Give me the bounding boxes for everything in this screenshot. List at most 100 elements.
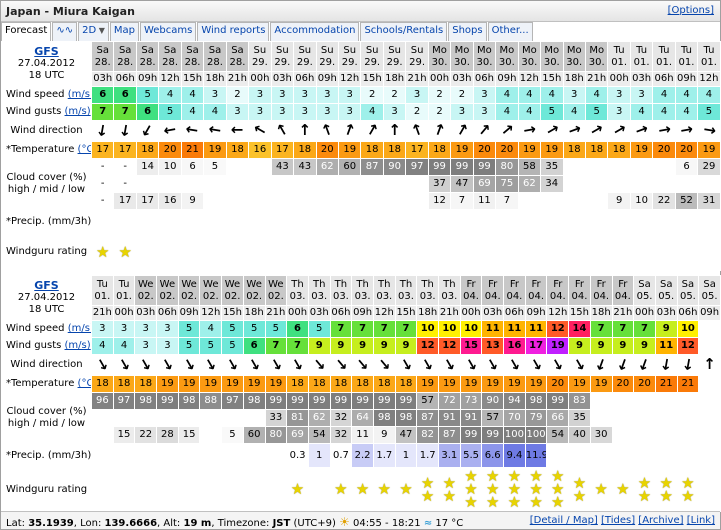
wind-arrow-icon: ↑ — [417, 354, 438, 375]
day-name: Fr — [574, 278, 585, 290]
model-link[interactable]: GFS — [34, 279, 59, 292]
wind-speed-cell: 3 — [629, 86, 654, 104]
hour-cell: 03h — [654, 305, 678, 321]
hour-cell: 12h — [697, 71, 721, 87]
tab-2[interactable]: 2D ▼ — [78, 22, 109, 41]
wind-speed-cell-value: 3 — [638, 89, 645, 100]
day-header: Su 29. — [405, 41, 429, 72]
temperature-cell: 19 — [629, 141, 654, 159]
wind-direction-cell: ↑ — [629, 120, 654, 142]
footer-link-0[interactable]: [Detail / Map] — [529, 515, 598, 526]
wind-speed-cell: 3 — [156, 320, 179, 338]
chevron-down-icon: ▼ — [96, 26, 105, 35]
day-date: 28. — [207, 56, 223, 68]
gust-unit-link[interactable]: (m/s) — [64, 340, 91, 351]
cloud-cell-value: 87 — [421, 412, 435, 423]
wind-speed-cell-value: 3 — [256, 89, 264, 100]
wind-arrow-icon: ↑ — [658, 354, 674, 374]
wind-arrow-icon: ↑ — [157, 354, 178, 375]
tab-1[interactable]: ∿∿ — [52, 22, 78, 41]
footer-link-3[interactable]: [Link] — [686, 515, 715, 526]
cloud-cell — [652, 175, 676, 193]
gust-unit-link[interactable]: (m/s) — [64, 106, 91, 117]
day-date: 04. — [506, 290, 523, 302]
day-date: 02. — [267, 290, 284, 302]
day-header: Fr 04. — [524, 275, 548, 306]
day-date: 02. — [137, 290, 154, 302]
wind-gusts-cell: 5 — [199, 337, 223, 355]
tab-9[interactable]: Other... — [487, 22, 533, 41]
wind-speed-cell-value: 5 — [250, 323, 258, 334]
day-header: Tu 01. — [91, 275, 114, 306]
hour-cell-value: 09h — [179, 307, 199, 318]
options-link[interactable]: [Options] — [667, 5, 714, 16]
tab-0[interactable]: Forecast — [1, 22, 52, 41]
tab-7[interactable]: Schools/Rentals — [360, 22, 448, 41]
star-icon: ★ — [485, 467, 500, 485]
hour-cell: 06h — [652, 71, 676, 87]
rating-cell: ★ ★ ★ — [546, 467, 570, 512]
temperature-cell: 18 — [562, 141, 586, 159]
sunrise-sunset: 04:55 - 18:21 — [353, 518, 421, 529]
day-date: 01. — [633, 56, 650, 68]
tab-3[interactable]: Map — [109, 22, 139, 41]
wind-direction-cell: ↑ — [611, 354, 635, 376]
hour-cell: 06h — [472, 71, 497, 87]
wind-direction-cell: ↑ — [652, 120, 676, 142]
star-icon: ★ — [355, 480, 370, 498]
tab-6[interactable]: Accommodation — [270, 22, 360, 41]
model-link[interactable]: GFS — [34, 45, 59, 58]
cloud-cell-value: 99 — [478, 161, 491, 172]
tab-8[interactable]: Shops — [448, 22, 487, 41]
cloud-cell-value: 29 — [702, 161, 716, 172]
hour-cell: 00h — [112, 305, 136, 321]
precip-cell: 0.7 — [329, 443, 353, 468]
footer-link-1[interactable]: [Tides] — [601, 515, 636, 526]
cloud-cell: 99 — [481, 426, 505, 444]
tab-5[interactable]: Wind reports — [197, 22, 270, 41]
wind-direction-cell: ↑ — [134, 354, 158, 376]
temperature-cell: 18 — [91, 375, 114, 393]
cloud-cell: 31 — [697, 192, 721, 210]
day-date: 01. — [611, 56, 628, 68]
day-name: We — [159, 278, 176, 290]
precip-cell-value: 0.7 — [332, 449, 349, 461]
footer-link-2[interactable]: [Archive] — [638, 515, 684, 526]
wind-unit-link[interactable]: (m/s) — [67, 323, 92, 334]
wind-unit-link[interactable]: (m/s) — [67, 89, 92, 100]
cloud-cell-value: 54 — [312, 429, 326, 440]
tab-4[interactable]: Webcams — [139, 22, 197, 41]
cloud-cell — [607, 175, 631, 193]
cloud-cell: 14 — [135, 158, 160, 176]
cloud-cell-value: 98 — [139, 395, 153, 406]
wind-speed-cell-value: 4 — [166, 89, 174, 100]
wind-gusts-cell: 5 — [177, 337, 201, 355]
wind-direction-cell: ↑ — [90, 120, 115, 142]
cloud-cell: 9 — [372, 426, 396, 444]
rating-cell: ★ ★ — [568, 467, 591, 512]
wind-gusts-cell-value: 11 — [659, 340, 674, 351]
day-name: Sa — [703, 278, 716, 290]
rating-cell — [629, 233, 654, 271]
precip-cell — [242, 443, 266, 468]
alt-label: Alt: — [163, 518, 181, 529]
spot-title: Japan - Miura Kaigan — [6, 5, 135, 18]
hour-cell-value: 06h — [678, 307, 698, 318]
wind-gusts-cell: 12 — [676, 337, 700, 355]
day-name: We — [268, 278, 284, 290]
wind-speed-cell-value: 5 — [185, 323, 193, 334]
wind-gusts-cell-value: 4 — [660, 106, 668, 117]
temp-unit-link[interactable]: (°C) — [77, 378, 91, 389]
wind-direction-cell: ↑ — [360, 120, 384, 142]
wind-arrow-icon: ↑ — [703, 355, 716, 373]
cloud-cell: 80 — [495, 158, 519, 176]
hour-cell-value: 03h — [452, 73, 472, 84]
rating-cell — [248, 233, 272, 271]
cloud-cell-value: 96 — [95, 395, 109, 406]
hour-cell: 09h — [674, 71, 699, 87]
temp-unit-link[interactable]: (°C) — [77, 144, 91, 155]
model-date: 27.04.2012 — [17, 58, 76, 69]
star-icon: ★ — [334, 480, 348, 498]
temperature-cell-value: 19 — [486, 378, 500, 389]
